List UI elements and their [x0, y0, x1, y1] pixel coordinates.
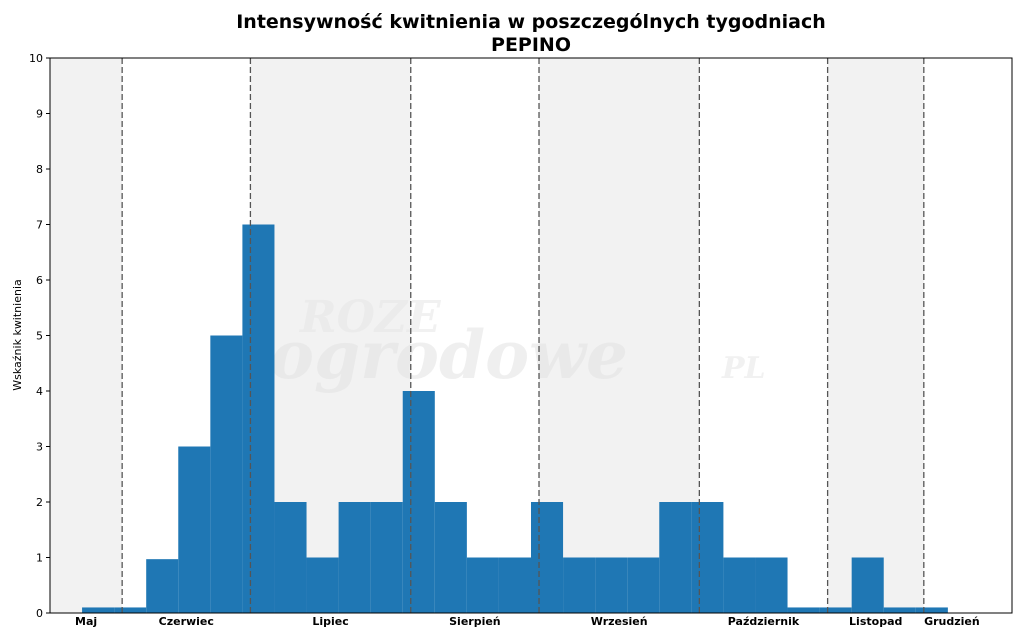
bar-week-2 [82, 607, 115, 613]
bar-week-20 [659, 502, 692, 613]
bar-week-7 [242, 224, 275, 613]
bar-week-28 [915, 607, 948, 613]
bar-week-24 [787, 607, 820, 613]
x-axis-month-labels: Maj Czerwiec Lipiec Sierpień Wrzesień Paździe… [75, 615, 980, 628]
bar-week-23 [755, 557, 788, 613]
bar-week-27 [883, 607, 916, 613]
bars-layer [82, 224, 948, 613]
y-tick-label-4: 4 [36, 385, 43, 398]
bar-week-12 [402, 391, 435, 613]
watermark: ROZE ogrodowe PL [270, 292, 766, 394]
y-axis: 0 1 2 3 4 5 6 7 8 9 10 [29, 52, 50, 620]
y-tick-label-5: 5 [36, 330, 43, 343]
month-label-3: Sierpień [449, 615, 501, 628]
month-label-6: Listopad [849, 615, 902, 628]
bar-week-5 [178, 446, 211, 613]
y-tick-label-3: 3 [36, 441, 43, 454]
y-axis-label: Wskaźnik kwitnienia [11, 279, 24, 391]
month-label-2: Lipiec [312, 615, 348, 628]
month-label-5: Październik [728, 615, 800, 628]
bar-week-18 [595, 557, 628, 613]
bar-week-26 [851, 557, 884, 613]
watermark-suffix: PL [721, 351, 766, 386]
month-shade-0 [50, 58, 123, 613]
bar-week-8 [274, 502, 307, 613]
bar-week-21 [691, 502, 724, 613]
y-tick-label-9: 9 [36, 108, 43, 121]
bar-week-10 [338, 502, 371, 613]
bar-week-14 [466, 557, 499, 613]
month-label-1: Czerwiec [159, 615, 214, 628]
month-divider-layer [121, 58, 925, 613]
month-label-0: Maj [75, 615, 97, 628]
month-label-7: Grudzień [924, 615, 980, 628]
chart-subtitle: PEPINO [491, 34, 571, 56]
bar-week-13 [434, 502, 467, 613]
y-tick-label-6: 6 [36, 274, 43, 287]
bar-week-15 [498, 557, 531, 613]
month-label-4: Wrzesień [591, 615, 648, 628]
bar-week-19 [627, 557, 660, 613]
month-shading-layer [50, 58, 924, 613]
bar-week-3 [114, 607, 147, 613]
watermark-line2: ogrodowe [270, 316, 628, 394]
bar-week-11 [370, 502, 403, 613]
bar-week-25 [819, 607, 852, 613]
y-tick-label-0: 0 [36, 607, 43, 620]
bar-week-6 [210, 335, 243, 613]
y-tick-label-1: 1 [36, 552, 43, 565]
bar-week-16 [531, 502, 564, 613]
month-shade-6 [827, 58, 924, 613]
bar-week-4 [146, 559, 179, 613]
y-tick-label-8: 8 [36, 163, 43, 176]
bar-week-17 [563, 557, 596, 613]
chart-title: Intensywność kwitnienia w poszczególnych… [236, 11, 826, 33]
y-tick-label-10: 10 [29, 52, 43, 65]
y-tick-label-2: 2 [36, 496, 43, 509]
y-tick-label-7: 7 [36, 219, 43, 232]
bar-week-9 [306, 557, 339, 613]
watermark-line1: ROZE [298, 292, 442, 343]
bar-week-22 [723, 557, 756, 613]
